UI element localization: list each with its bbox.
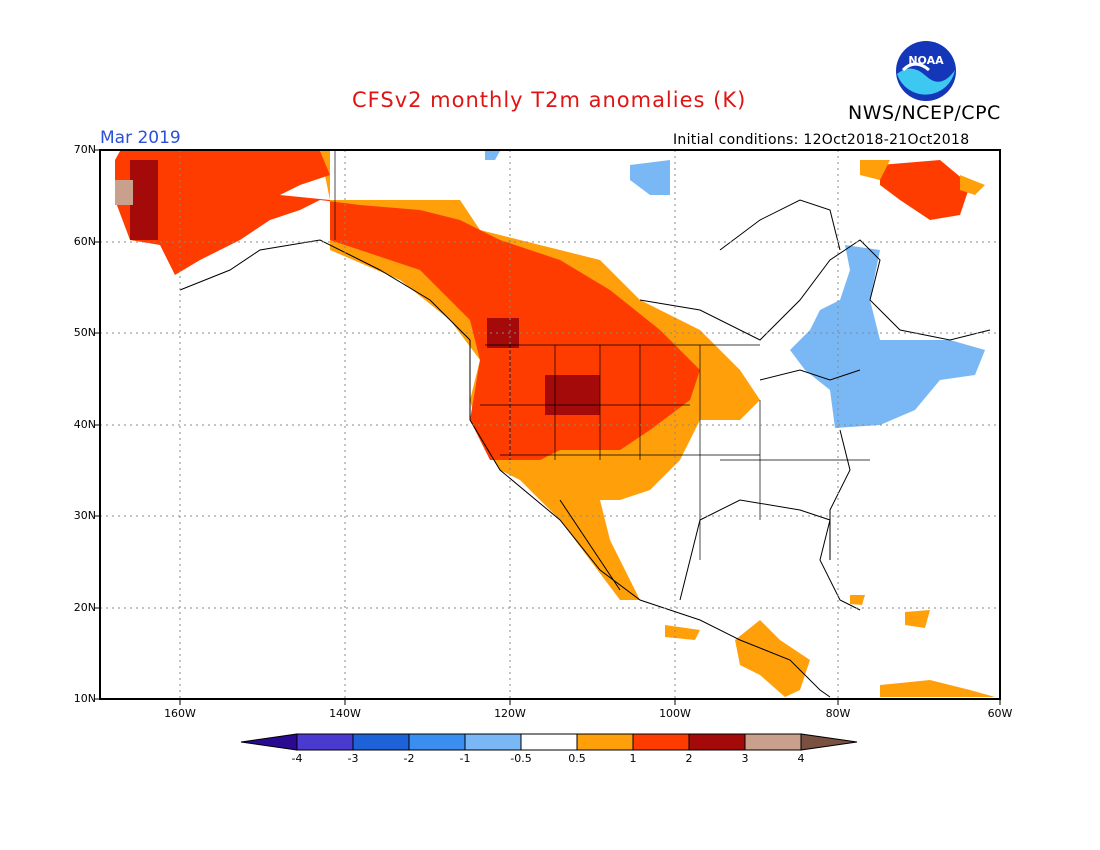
lat-label-10: 10N	[73, 692, 96, 705]
anomaly-red-greenland	[880, 160, 970, 220]
map-frame	[99, 149, 1001, 700]
colorbar-label: 1	[629, 752, 637, 765]
coastlines	[179, 199, 991, 698]
lon-label-120w: 120W	[494, 707, 526, 720]
lon-label-100w: 100W	[659, 707, 691, 720]
lon-label-80w: 80W	[825, 707, 851, 720]
anomaly-darkred-alaska	[130, 160, 158, 240]
lat-label-50: 50N	[73, 326, 96, 339]
colorbar-swatch	[632, 733, 690, 751]
logo-text: NOAA	[908, 54, 944, 67]
map-title: CFSv2 monthly T2m anomalies (K)	[352, 88, 747, 112]
colorbar-label: 3	[741, 752, 749, 765]
anomaly-blue-arctic	[485, 151, 670, 195]
anomaly-orange-central-america	[735, 620, 810, 697]
anomaly-tan-alaska	[115, 180, 133, 205]
lon-label-60w: 60W	[987, 707, 1013, 720]
anomaly-orange-mexico-coast	[665, 625, 700, 640]
initial-conditions-label: Initial conditions: 12Oct2018-21Oct2018	[673, 132, 970, 148]
anomaly-orange-greenland	[860, 160, 985, 195]
colorbar-swatch	[296, 733, 354, 751]
colorbar-swatch	[688, 733, 746, 751]
colorbar-swatch	[520, 733, 578, 751]
colorbar-swatch	[408, 733, 466, 751]
colorbar-swatch	[464, 733, 522, 751]
colorbar-label: 0.5	[568, 752, 586, 765]
map-background	[100, 150, 1000, 699]
colorbar-swatch	[352, 733, 410, 751]
lat-label-60: 60N	[73, 235, 96, 248]
gridlines	[100, 150, 1000, 699]
colorbar-label: -2	[403, 752, 415, 765]
lat-label-20: 20N	[73, 601, 96, 614]
lon-label-160w: 160W	[164, 707, 196, 720]
colorbar-arrow-low	[240, 733, 298, 751]
valid-month-label: Mar 2019	[100, 128, 181, 148]
anomaly-orange-west	[320, 151, 760, 600]
colorbar-label: -4	[291, 752, 303, 765]
colorbar-swatch	[744, 733, 802, 751]
lon-label-140w: 140W	[329, 707, 361, 720]
anomaly-orange-caribbean	[850, 595, 995, 697]
lat-label-30: 30N	[73, 509, 96, 522]
anomaly-fields	[115, 151, 995, 697]
political-borders	[334, 151, 870, 560]
colorbar-label: 2	[685, 752, 693, 765]
colorbar-label: -0.5	[510, 752, 532, 765]
lat-label-70: 70N	[73, 143, 96, 156]
anomaly-darkred-pnw	[487, 318, 519, 348]
colorbar	[240, 733, 858, 751]
colorbar-label: 4	[797, 752, 805, 765]
colorbar-label: -3	[347, 752, 359, 765]
axis-ticks	[94, 149, 1001, 705]
lat-label-40: 40N	[73, 418, 96, 431]
colorbar-arrow-high	[800, 733, 858, 751]
agency-label: NWS/NCEP/CPC	[848, 102, 1001, 124]
anomaly-red-alaska	[115, 151, 700, 460]
colorbar-swatch	[576, 733, 634, 751]
anomaly-darkred-rockies	[545, 375, 600, 415]
colorbar-label: -1	[459, 752, 471, 765]
noaa-logo: NOAA	[896, 41, 956, 101]
anomaly-blue-east	[790, 245, 985, 428]
